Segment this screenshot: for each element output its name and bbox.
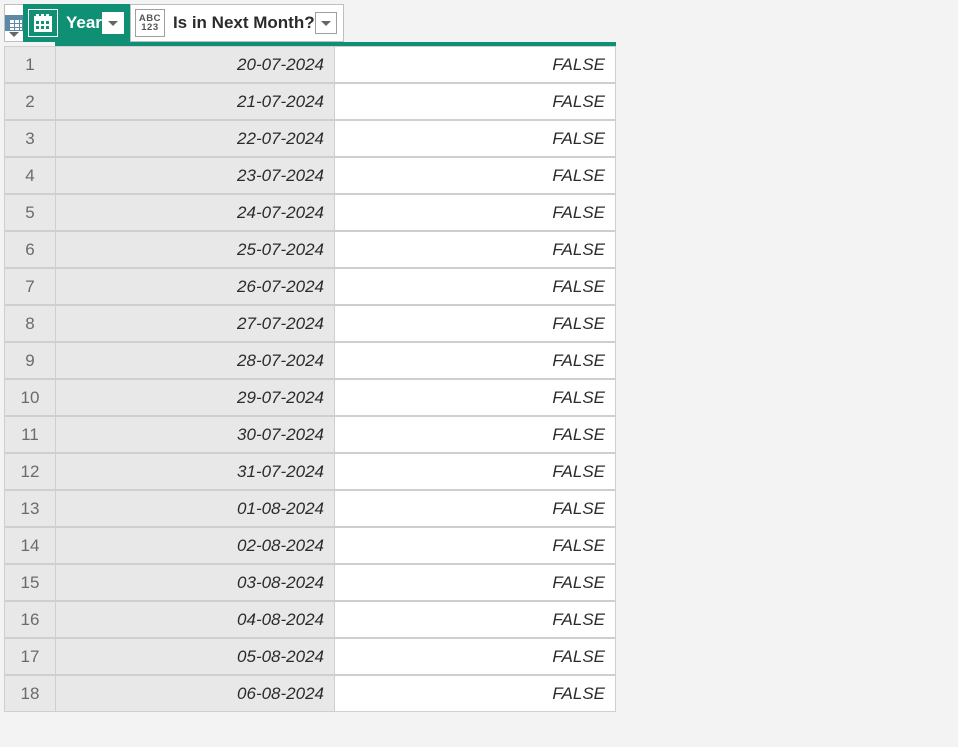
bool-cell[interactable]: FALSE xyxy=(334,194,616,231)
year-cell[interactable]: 30-07-2024 xyxy=(55,416,335,453)
table-header-row: Year ABC123 Is in Next Month? xyxy=(4,4,616,42)
row-number-cell[interactable]: 15 xyxy=(4,564,56,601)
bool-cell[interactable]: FALSE xyxy=(334,675,616,712)
year-cell[interactable]: 01-08-2024 xyxy=(55,490,335,527)
bool-cell[interactable]: FALSE xyxy=(334,379,616,416)
year-cell[interactable]: 22-07-2024 xyxy=(55,120,335,157)
table-body: 120-07-2024FALSE221-07-2024FALSE322-07-2… xyxy=(4,47,616,713)
select-all-corner[interactable] xyxy=(4,4,24,42)
table-row[interactable]: 524-07-2024FALSE xyxy=(4,195,616,232)
table-row[interactable]: 120-07-2024FALSE xyxy=(4,47,616,84)
table-row[interactable]: 1705-08-2024FALSE xyxy=(4,639,616,676)
row-number-cell[interactable]: 18 xyxy=(4,675,56,712)
row-number-cell[interactable]: 16 xyxy=(4,601,56,638)
column-header-year-label: Year xyxy=(66,13,102,33)
table-row[interactable]: 1503-08-2024FALSE xyxy=(4,565,616,602)
year-cell[interactable]: 24-07-2024 xyxy=(55,194,335,231)
bool-cell[interactable]: FALSE xyxy=(334,157,616,194)
row-number-cell[interactable]: 8 xyxy=(4,305,56,342)
year-cell[interactable]: 27-07-2024 xyxy=(55,305,335,342)
column-filter-button-year[interactable] xyxy=(102,12,124,34)
table-row[interactable]: 625-07-2024FALSE xyxy=(4,232,616,269)
year-cell[interactable]: 23-07-2024 xyxy=(55,157,335,194)
table-row[interactable]: 221-07-2024FALSE xyxy=(4,84,616,121)
year-cell[interactable]: 26-07-2024 xyxy=(55,268,335,305)
table-row[interactable]: 1130-07-2024FALSE xyxy=(4,417,616,454)
row-number-cell[interactable]: 6 xyxy=(4,231,56,268)
data-table: Year ABC123 Is in Next Month? xyxy=(0,0,958,713)
row-number-cell[interactable]: 7 xyxy=(4,268,56,305)
bool-cell[interactable]: FALSE xyxy=(334,527,616,564)
column-header-year[interactable]: Year xyxy=(23,4,131,42)
bool-cell[interactable]: FALSE xyxy=(334,638,616,675)
bool-cell[interactable]: FALSE xyxy=(334,268,616,305)
bool-cell[interactable]: FALSE xyxy=(334,601,616,638)
bool-cell[interactable]: FALSE xyxy=(334,305,616,342)
year-cell[interactable]: 29-07-2024 xyxy=(55,379,335,416)
row-number-cell[interactable]: 5 xyxy=(4,194,56,231)
row-number-cell[interactable]: 10 xyxy=(4,379,56,416)
year-cell[interactable]: 21-07-2024 xyxy=(55,83,335,120)
row-number-cell[interactable]: 9 xyxy=(4,342,56,379)
bool-cell[interactable]: FALSE xyxy=(334,120,616,157)
row-number-cell[interactable]: 1 xyxy=(4,46,56,83)
row-number-cell[interactable]: 14 xyxy=(4,527,56,564)
table-row[interactable]: 928-07-2024FALSE xyxy=(4,343,616,380)
chevron-down-icon xyxy=(9,32,19,37)
table-row[interactable]: 423-07-2024FALSE xyxy=(4,158,616,195)
any-type-icon[interactable]: ABC123 xyxy=(135,9,165,37)
bool-cell[interactable]: FALSE xyxy=(334,231,616,268)
year-cell[interactable]: 20-07-2024 xyxy=(55,46,335,83)
table-icon xyxy=(5,15,23,31)
table-row[interactable]: 1604-08-2024FALSE xyxy=(4,602,616,639)
bool-cell[interactable]: FALSE xyxy=(334,453,616,490)
table-row[interactable]: 322-07-2024FALSE xyxy=(4,121,616,158)
row-number-cell[interactable]: 4 xyxy=(4,157,56,194)
table-row[interactable]: 1231-07-2024FALSE xyxy=(4,454,616,491)
year-cell[interactable]: 25-07-2024 xyxy=(55,231,335,268)
year-cell[interactable]: 02-08-2024 xyxy=(55,527,335,564)
bool-cell[interactable]: FALSE xyxy=(334,564,616,601)
date-type-icon[interactable] xyxy=(28,9,58,37)
row-number-cell[interactable]: 2 xyxy=(4,83,56,120)
column-filter-button-bool[interactable] xyxy=(315,12,337,34)
row-number-cell[interactable]: 11 xyxy=(4,416,56,453)
bool-cell[interactable]: FALSE xyxy=(334,342,616,379)
year-cell[interactable]: 31-07-2024 xyxy=(55,453,335,490)
column-header-bool[interactable]: ABC123 Is in Next Month? xyxy=(130,4,344,42)
row-number-cell[interactable]: 3 xyxy=(4,120,56,157)
year-cell[interactable]: 28-07-2024 xyxy=(55,342,335,379)
year-cell[interactable]: 06-08-2024 xyxy=(55,675,335,712)
year-cell[interactable]: 03-08-2024 xyxy=(55,564,335,601)
row-number-cell[interactable]: 17 xyxy=(4,638,56,675)
bool-cell[interactable]: FALSE xyxy=(334,83,616,120)
table-row[interactable]: 827-07-2024FALSE xyxy=(4,306,616,343)
table-row[interactable]: 1402-08-2024FALSE xyxy=(4,528,616,565)
year-cell[interactable]: 05-08-2024 xyxy=(55,638,335,675)
column-header-bool-label: Is in Next Month? xyxy=(173,13,315,33)
row-number-cell[interactable]: 12 xyxy=(4,453,56,490)
bool-cell[interactable]: FALSE xyxy=(334,416,616,453)
year-cell[interactable]: 04-08-2024 xyxy=(55,601,335,638)
chevron-down-icon xyxy=(108,21,118,26)
bool-cell[interactable]: FALSE xyxy=(334,490,616,527)
table-row[interactable]: 1806-08-2024FALSE xyxy=(4,676,616,713)
table-row[interactable]: 1301-08-2024FALSE xyxy=(4,491,616,528)
table-row[interactable]: 726-07-2024FALSE xyxy=(4,269,616,306)
row-number-cell[interactable]: 13 xyxy=(4,490,56,527)
bool-cell[interactable]: FALSE xyxy=(334,46,616,83)
table-row[interactable]: 1029-07-2024FALSE xyxy=(4,380,616,417)
chevron-down-icon xyxy=(321,21,331,26)
